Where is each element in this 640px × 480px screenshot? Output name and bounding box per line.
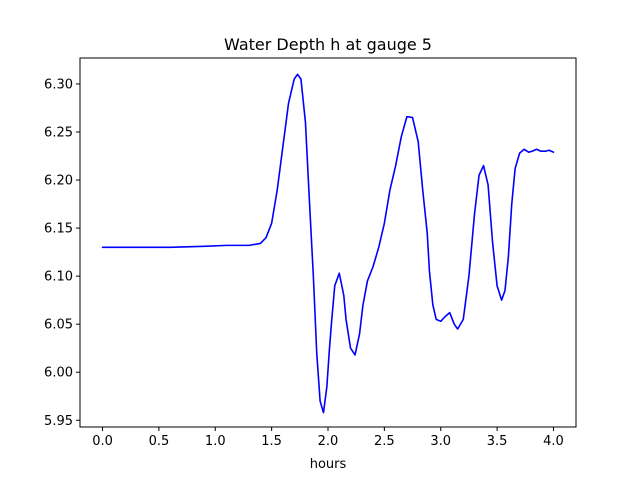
x-axis-label: hours xyxy=(310,457,347,472)
x-tick-label: 1.0 xyxy=(205,434,226,449)
y-tick-label: 6.30 xyxy=(44,77,73,92)
series-line-0 xyxy=(101,73,555,414)
y-tick-label: 5.95 xyxy=(44,414,73,429)
y-tick-label: 6.25 xyxy=(44,125,73,140)
x-tick-label: 3.0 xyxy=(430,434,451,449)
y-tick-label: 6.20 xyxy=(44,174,73,189)
y-tick-label: 6.00 xyxy=(44,366,73,381)
y-axis-ticks: 5.95 6.00 6.05 6.10 6.15 6.20 6.25 6.30 xyxy=(44,77,80,429)
plot-area xyxy=(101,73,555,414)
x-tick-label: 4.0 xyxy=(543,434,564,449)
x-tick-label: 0.0 xyxy=(92,434,113,449)
x-tick-label: 1.5 xyxy=(261,434,282,449)
x-tick-label: 0.5 xyxy=(149,434,170,449)
x-tick-label: 2.0 xyxy=(318,434,339,449)
x-tick-label: 3.5 xyxy=(487,434,508,449)
y-tick-label: 6.10 xyxy=(44,270,73,285)
x-axis-ticks: 0.0 0.5 1.0 1.5 2.0 2.5 3.0 3.5 4.0 xyxy=(92,427,564,449)
y-tick-label: 6.15 xyxy=(44,222,73,237)
chart-title: Water Depth h at gauge 5 xyxy=(224,35,432,54)
y-tick-label: 6.05 xyxy=(44,318,73,333)
x-tick-label: 2.5 xyxy=(374,434,395,449)
